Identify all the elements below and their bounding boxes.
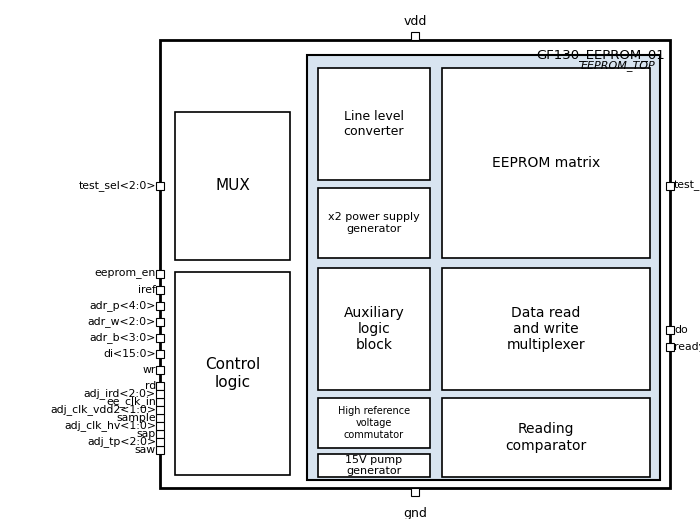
Bar: [666, 343, 674, 351]
Bar: [156, 270, 164, 278]
Bar: [156, 302, 164, 310]
Bar: [318, 454, 430, 477]
Bar: [156, 366, 164, 374]
Bar: [175, 272, 290, 475]
Bar: [442, 398, 650, 477]
Bar: [666, 326, 674, 334]
Text: Line level
converter: Line level converter: [344, 110, 405, 138]
Bar: [318, 398, 430, 448]
Text: High reference
voltage
commutator: High reference voltage commutator: [338, 406, 410, 440]
Text: adr_p<4:0>: adr_p<4:0>: [90, 301, 156, 311]
Text: EEPROM_TOP: EEPROM_TOP: [580, 60, 655, 71]
Text: sample: sample: [116, 413, 156, 423]
Text: ee_clk_in: ee_clk_in: [106, 397, 156, 407]
Text: ready: ready: [674, 342, 700, 352]
Text: eeprom_en: eeprom_en: [94, 269, 156, 279]
Bar: [411, 32, 419, 40]
Bar: [156, 286, 164, 294]
Bar: [307, 55, 660, 480]
Text: adj_ird<2:0>: adj_ird<2:0>: [84, 389, 156, 400]
Bar: [175, 112, 290, 260]
Bar: [156, 182, 164, 190]
Bar: [156, 406, 164, 414]
Text: test_sel<2:0>: test_sel<2:0>: [78, 181, 156, 192]
Bar: [318, 188, 430, 258]
Bar: [442, 68, 650, 258]
Text: adr_b<3:0>: adr_b<3:0>: [90, 333, 156, 344]
Text: adj_tp<2:0>: adj_tp<2:0>: [87, 436, 156, 447]
Text: Reading
comparator: Reading comparator: [505, 422, 587, 453]
Text: wr: wr: [143, 365, 156, 375]
Bar: [160, 40, 670, 488]
Bar: [156, 430, 164, 438]
Bar: [318, 268, 430, 390]
Bar: [156, 398, 164, 406]
Text: test_out: test_out: [674, 181, 700, 191]
Text: rd: rd: [145, 381, 156, 391]
Text: GF130_EEPROM_01: GF130_EEPROM_01: [536, 48, 665, 61]
Bar: [156, 350, 164, 358]
Bar: [156, 318, 164, 326]
Text: MUX: MUX: [215, 179, 250, 194]
Bar: [156, 382, 164, 390]
Text: Data read
and write
multiplexer: Data read and write multiplexer: [507, 306, 585, 352]
Bar: [156, 390, 164, 398]
Bar: [442, 268, 650, 390]
Bar: [318, 68, 430, 180]
Text: 15V pump
generator: 15V pump generator: [345, 455, 402, 476]
Bar: [411, 488, 419, 496]
Text: di<15:0>: di<15:0>: [104, 349, 156, 359]
Text: vdd: vdd: [403, 15, 427, 28]
Bar: [156, 438, 164, 446]
Bar: [156, 446, 164, 454]
Text: adj_clk_vdd2<1:0>: adj_clk_vdd2<1:0>: [50, 404, 156, 415]
Bar: [156, 422, 164, 430]
Text: gnd: gnd: [403, 507, 427, 519]
Text: EEPROM matrix: EEPROM matrix: [492, 156, 600, 170]
Text: do: do: [674, 325, 687, 335]
Text: saw: saw: [135, 445, 156, 455]
Text: sap: sap: [136, 429, 156, 439]
Text: Auxiliary
logic
block: Auxiliary logic block: [344, 306, 405, 352]
Text: Control
logic: Control logic: [205, 357, 260, 390]
Text: adr_w<2:0>: adr_w<2:0>: [88, 317, 156, 327]
Bar: [156, 414, 164, 422]
Bar: [666, 182, 674, 190]
Text: x2 power supply
generator: x2 power supply generator: [328, 212, 420, 234]
Text: iref: iref: [138, 285, 156, 295]
Bar: [156, 334, 164, 342]
Text: adj_clk_hv<1:0>: adj_clk_hv<1:0>: [64, 420, 156, 431]
